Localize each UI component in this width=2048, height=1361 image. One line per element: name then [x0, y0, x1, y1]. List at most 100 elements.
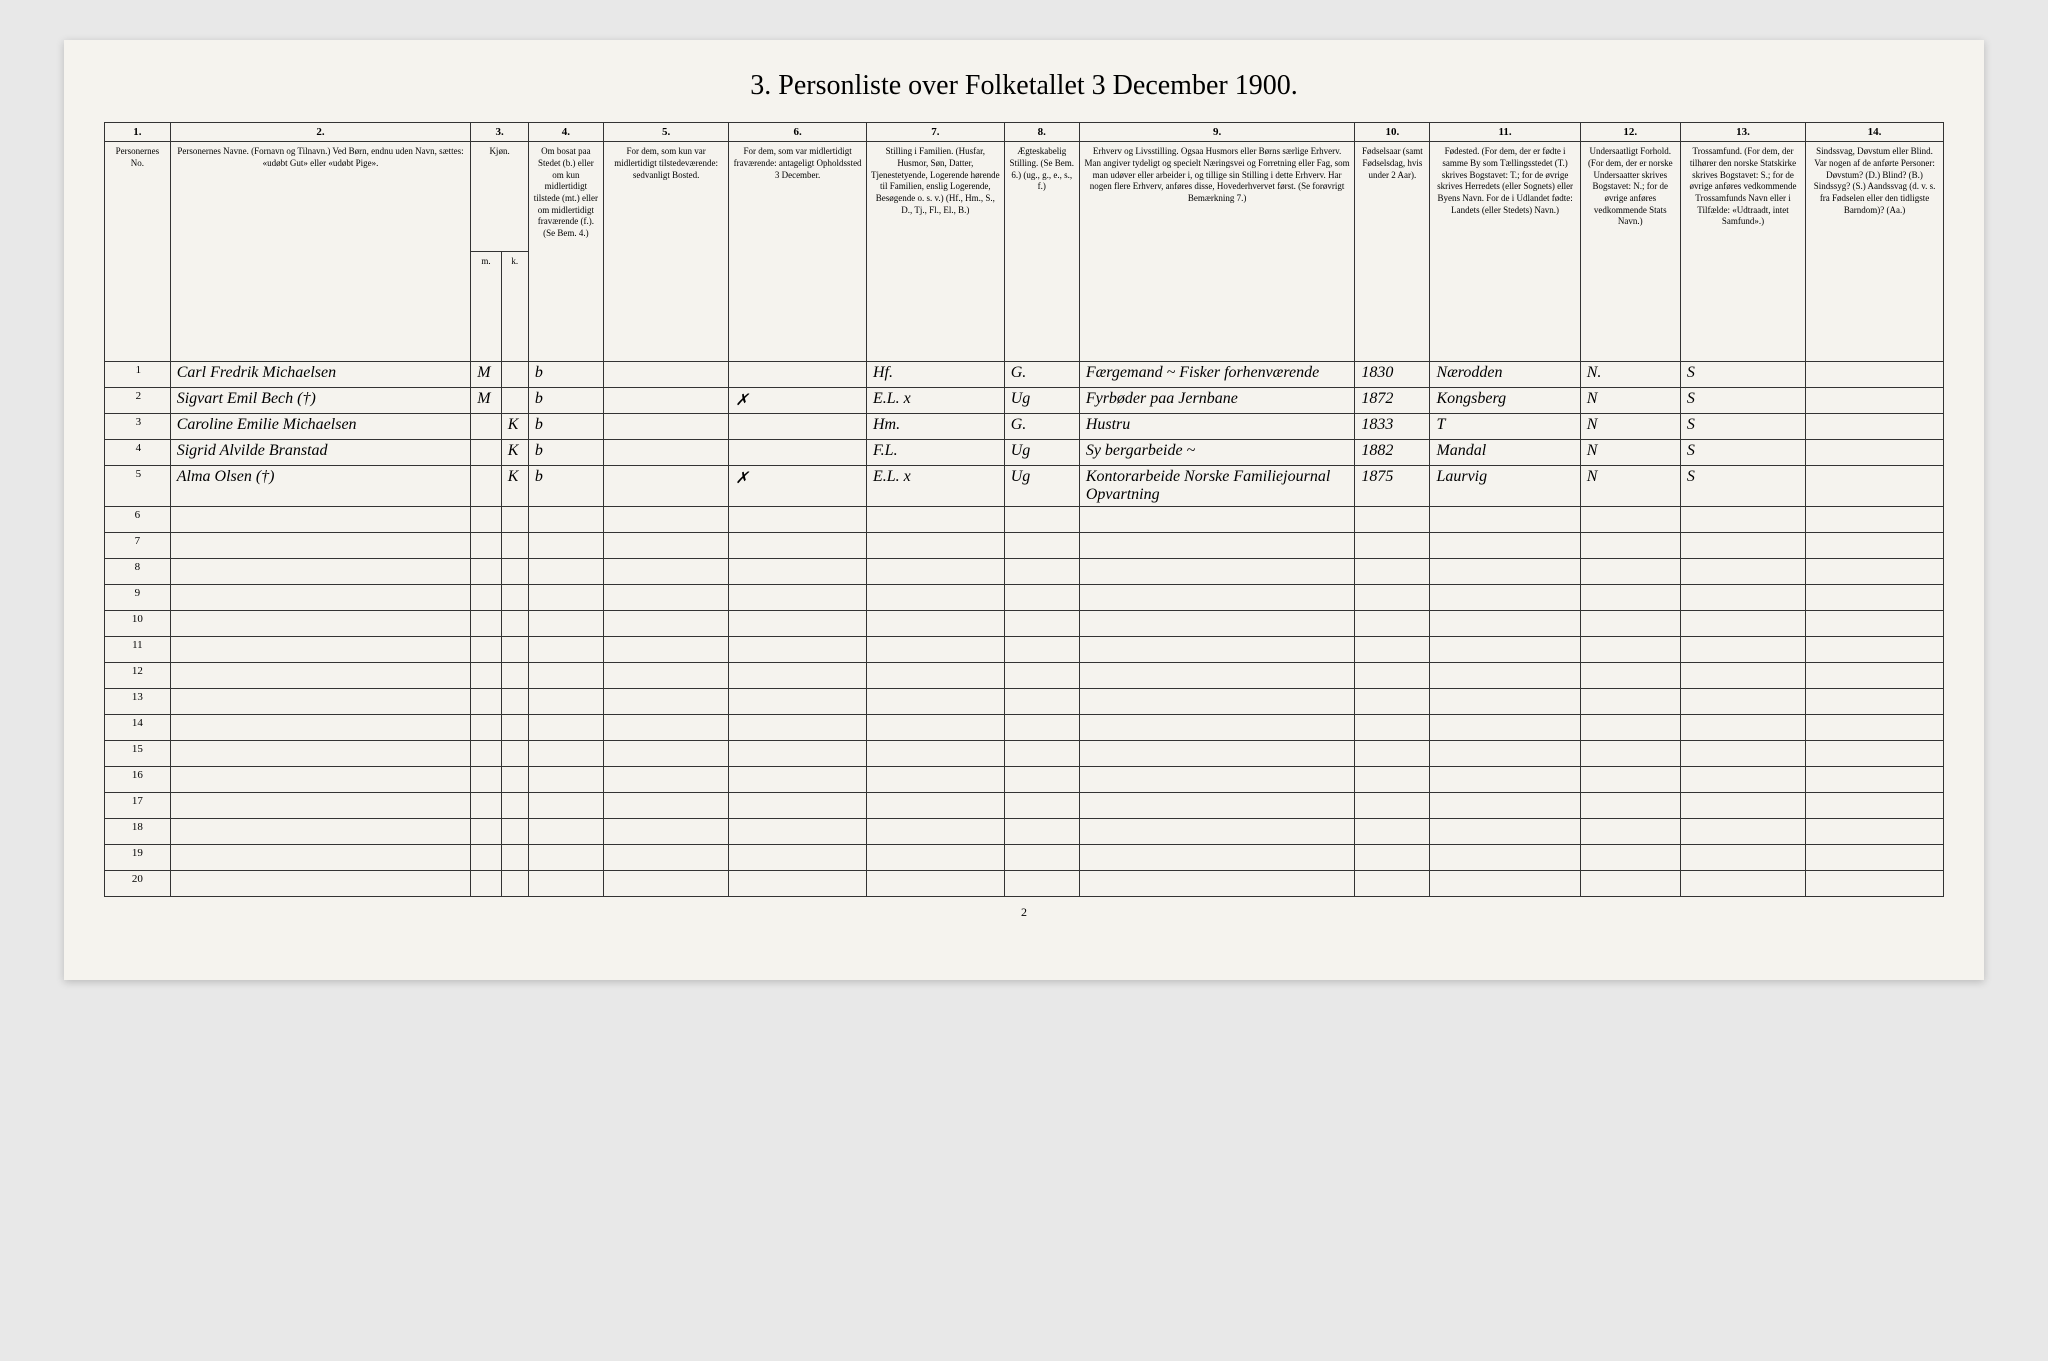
empty-cell: [1079, 715, 1355, 741]
empty-cell: [729, 871, 867, 897]
empty-cell: [528, 741, 603, 767]
empty-cell: [729, 611, 867, 637]
table-row: 11: [105, 637, 1944, 663]
empty-cell: [603, 845, 728, 871]
cell-religion: S: [1680, 362, 1805, 388]
cell-male: [471, 414, 501, 440]
colnum-8: 8.: [1004, 123, 1079, 142]
cell-temp-present: [603, 414, 728, 440]
empty-cell: [866, 585, 1004, 611]
cell-residence: b: [528, 440, 603, 466]
cell-num: 11: [105, 637, 171, 663]
table-row: 13: [105, 689, 1944, 715]
colnum-1: 1.: [105, 123, 171, 142]
empty-cell: [1004, 819, 1079, 845]
cell-family-pos: F.L.: [866, 440, 1004, 466]
empty-cell: [528, 767, 603, 793]
cell-num: 9: [105, 585, 171, 611]
empty-cell: [1355, 689, 1430, 715]
empty-cell: [1004, 793, 1079, 819]
cell-birthyear: 1830: [1355, 362, 1430, 388]
empty-cell: [1806, 585, 1944, 611]
empty-cell: [1004, 559, 1079, 585]
empty-cell: [603, 767, 728, 793]
colnum-12: 12.: [1580, 123, 1680, 142]
cell-religion: S: [1680, 466, 1805, 507]
empty-cell: [1004, 585, 1079, 611]
header-name: Personernes Navne. (Fornavn og Tilnavn.)…: [170, 142, 471, 362]
cell-male: M: [471, 362, 501, 388]
cell-num: 13: [105, 689, 171, 715]
cell-num: 1: [105, 362, 171, 388]
empty-cell: [1355, 715, 1430, 741]
empty-cell: [528, 871, 603, 897]
empty-cell: [1680, 559, 1805, 585]
empty-cell: [1580, 871, 1680, 897]
cell-birthplace: Laurvig: [1430, 466, 1580, 507]
colnum-5: 5.: [603, 123, 728, 142]
empty-cell: [1004, 741, 1079, 767]
cell-disability: [1806, 466, 1944, 507]
empty-cell: [1430, 819, 1580, 845]
empty-cell: [1004, 767, 1079, 793]
table-row: 3Caroline Emilie MichaelsenKbHm.G.Hustru…: [105, 414, 1944, 440]
empty-cell: [1079, 819, 1355, 845]
empty-cell: [1355, 507, 1430, 533]
cell-nationality: N: [1580, 440, 1680, 466]
table-row: 5Alma Olsen (†)Kb✗E.L. xUgKontorarbeide …: [105, 466, 1944, 507]
colnum-11: 11.: [1430, 123, 1580, 142]
empty-cell: [170, 533, 471, 559]
empty-cell: [1806, 507, 1944, 533]
empty-cell: [729, 533, 867, 559]
cell-num: 5: [105, 466, 171, 507]
empty-cell: [170, 819, 471, 845]
cell-marital: G.: [1004, 362, 1079, 388]
empty-cell: [1680, 845, 1805, 871]
header-birthplace: Fødested. (For dem, der er fødte i samme…: [1430, 142, 1580, 362]
empty-cell: [471, 845, 501, 871]
empty-cell: [1680, 767, 1805, 793]
empty-cell: [1580, 585, 1680, 611]
empty-cell: [1430, 741, 1580, 767]
empty-cell: [1680, 819, 1805, 845]
empty-cell: [501, 871, 528, 897]
cell-temp-absent: [729, 414, 867, 440]
empty-cell: [866, 741, 1004, 767]
empty-cell: [1079, 611, 1355, 637]
empty-cell: [528, 663, 603, 689]
empty-cell: [1355, 767, 1430, 793]
empty-cell: [1680, 611, 1805, 637]
empty-cell: [528, 689, 603, 715]
empty-cell: [471, 611, 501, 637]
cell-temp-absent: ✗: [729, 388, 867, 414]
empty-cell: [1580, 559, 1680, 585]
empty-cell: [1079, 533, 1355, 559]
empty-cell: [1430, 559, 1580, 585]
empty-cell: [471, 819, 501, 845]
cell-occupation: Fyrbøder paa Jernbane: [1079, 388, 1355, 414]
empty-cell: [170, 845, 471, 871]
cell-temp-present: [603, 440, 728, 466]
cell-num: 18: [105, 819, 171, 845]
header-residence: Om bosat paa Stedet (b.) eller om kun mi…: [528, 142, 603, 362]
empty-cell: [1680, 689, 1805, 715]
colnum-3: 3.: [471, 123, 529, 142]
table-row: 15: [105, 741, 1944, 767]
colnum-13: 13.: [1680, 123, 1805, 142]
cell-nationality: N.: [1580, 362, 1680, 388]
empty-cell: [1004, 715, 1079, 741]
empty-cell: [866, 819, 1004, 845]
empty-cell: [170, 637, 471, 663]
empty-cell: [1355, 793, 1430, 819]
empty-cell: [170, 689, 471, 715]
cell-female: K: [501, 440, 528, 466]
header-religion: Trossamfund. (For dem, der tilhører den …: [1680, 142, 1805, 362]
empty-cell: [1806, 767, 1944, 793]
table-row: 19: [105, 845, 1944, 871]
empty-cell: [1580, 767, 1680, 793]
empty-cell: [1355, 819, 1430, 845]
cell-female: [501, 388, 528, 414]
empty-cell: [471, 715, 501, 741]
colnum-9: 9.: [1079, 123, 1355, 142]
empty-cell: [866, 793, 1004, 819]
